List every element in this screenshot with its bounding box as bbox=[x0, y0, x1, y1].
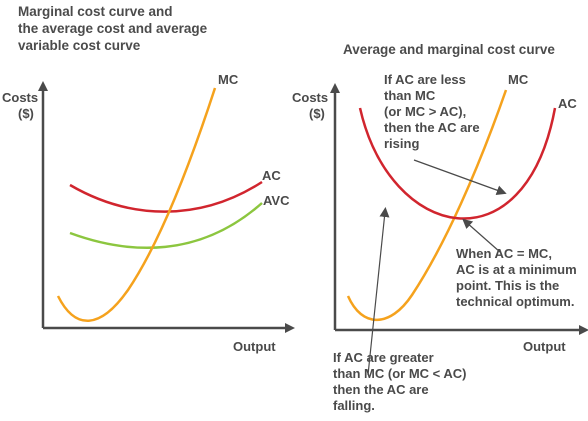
right-title: Average and marginal cost curve bbox=[343, 42, 555, 57]
minimum-arrow bbox=[462, 218, 501, 253]
left-title-line-3: variable cost curve bbox=[18, 38, 141, 53]
left-title-line-1: Marginal cost curve and bbox=[18, 4, 173, 19]
falling-note-line-4: falling. bbox=[333, 398, 375, 413]
left-ac-curve bbox=[69, 180, 263, 213]
minimum-note-line-1: When AC = MC, bbox=[456, 246, 552, 261]
left-mc-curve bbox=[56, 87, 217, 322]
left-ac-label: AC bbox=[262, 168, 281, 183]
rising-arrow bbox=[413, 159, 507, 195]
falling-arrow bbox=[367, 207, 390, 376]
right-mc-curve bbox=[346, 89, 508, 321]
left-y-label-line-1: Costs bbox=[2, 90, 39, 105]
left-title-line-2: the average cost and average bbox=[18, 21, 208, 36]
left-avc-curve bbox=[69, 202, 263, 250]
right-panel bbox=[330, 83, 588, 376]
right-y-label-line-1: Costs bbox=[292, 90, 329, 105]
minimum-note-line-3: point. This is the bbox=[456, 278, 560, 293]
right-ac-label: AC bbox=[558, 96, 577, 111]
left-panel bbox=[38, 81, 295, 333]
left-y-label-line-2: ($) bbox=[18, 106, 34, 121]
rising-note-line-4: then the AC are bbox=[384, 120, 480, 135]
rising-note-line-2: than MC bbox=[384, 88, 436, 103]
minimum-note-line-2: AC is at a minimum bbox=[456, 262, 577, 277]
minimum-note-line-4: technical optimum. bbox=[456, 294, 575, 309]
left-mc-label: MC bbox=[218, 72, 239, 87]
falling-note-line-1: If AC are greater bbox=[333, 350, 434, 365]
right-mc-label: MC bbox=[508, 72, 529, 87]
falling-note-line-2: than MC (or MC < AC) bbox=[333, 366, 467, 381]
right-ac-curve bbox=[358, 107, 557, 220]
right-y-label-line-2: ($) bbox=[309, 106, 325, 121]
falling-note-line-3: then the AC are bbox=[333, 382, 429, 397]
rising-note-line-5: rising bbox=[384, 136, 420, 151]
rising-note-line-1: If AC are less bbox=[384, 72, 466, 87]
left-avc-label: AVC bbox=[263, 193, 290, 208]
right-x-label: Output bbox=[523, 339, 566, 354]
left-x-label: Output bbox=[233, 339, 276, 354]
rising-note-line-3: (or MC > AC), bbox=[384, 104, 467, 119]
